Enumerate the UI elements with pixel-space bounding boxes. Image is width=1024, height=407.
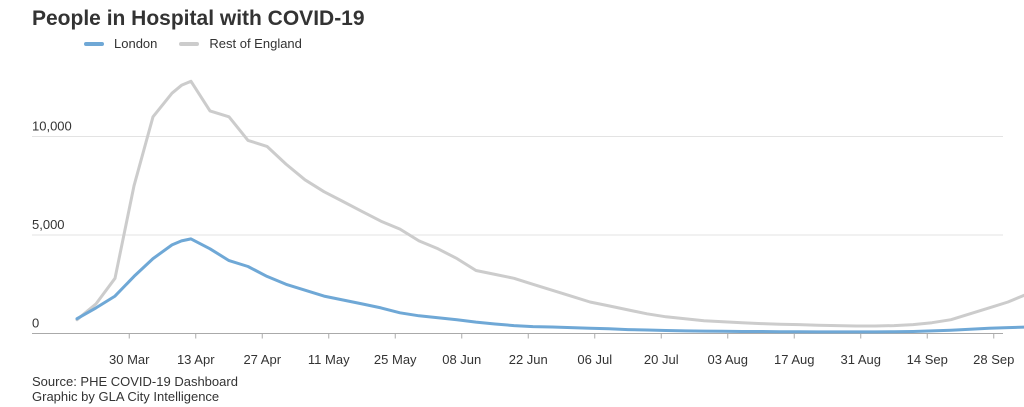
x-tick-label: 08 Jun: [442, 352, 481, 367]
legend-label-rest-of-england: Rest of England: [209, 36, 302, 51]
x-tick-label: 22 Jun: [509, 352, 548, 367]
line-chart: 0 5,000 10,000 30 Mar 13 Apr 27 Apr 11 May 25 M…: [32, 79, 1024, 367]
legend-swatch-london: [84, 41, 104, 46]
series-line-rest-of-england: [75, 79, 1024, 328]
y-tick-label: 10,000: [32, 119, 72, 134]
credit-note: Graphic by GLA City Intelligence: [32, 389, 220, 404]
legend-label-london: London: [114, 36, 158, 51]
x-tick-label: 11 May: [308, 352, 350, 367]
chart-title: People in Hospital with COVID-19: [32, 7, 365, 30]
x-tick-label: 28 Sep: [973, 352, 1014, 367]
x-tick-label: 14 Sep: [907, 352, 948, 367]
x-tick-label: 27 Apr: [243, 352, 281, 367]
legend-item-london: London: [84, 36, 157, 51]
legend-swatch-rest-of-england: [179, 41, 200, 46]
y-tick-label: 0: [32, 316, 39, 331]
x-tick-label: 13 Apr: [177, 352, 215, 367]
x-tick-label: 30 Mar: [109, 352, 150, 367]
source-note: Source: PHE COVID-19 Dashboard: [32, 374, 238, 389]
x-tick-label: 03 Aug: [708, 352, 749, 367]
x-tick-label: 17 Aug: [774, 352, 815, 367]
y-tick-label: 5,000: [32, 217, 65, 232]
x-tick-label: 06 Jul: [577, 352, 612, 367]
footer: Source: PHE COVID-19 Dashboard Graphic b…: [32, 374, 238, 404]
legend: London Rest of England: [84, 36, 324, 51]
x-tick-label: 25 May: [374, 352, 417, 367]
x-tick-label: 31 Aug: [841, 352, 882, 367]
series-line-london: [75, 237, 1024, 334]
legend-item-rest-of-england: Rest of England: [179, 36, 302, 51]
x-tick-label: 20 Jul: [644, 352, 679, 367]
